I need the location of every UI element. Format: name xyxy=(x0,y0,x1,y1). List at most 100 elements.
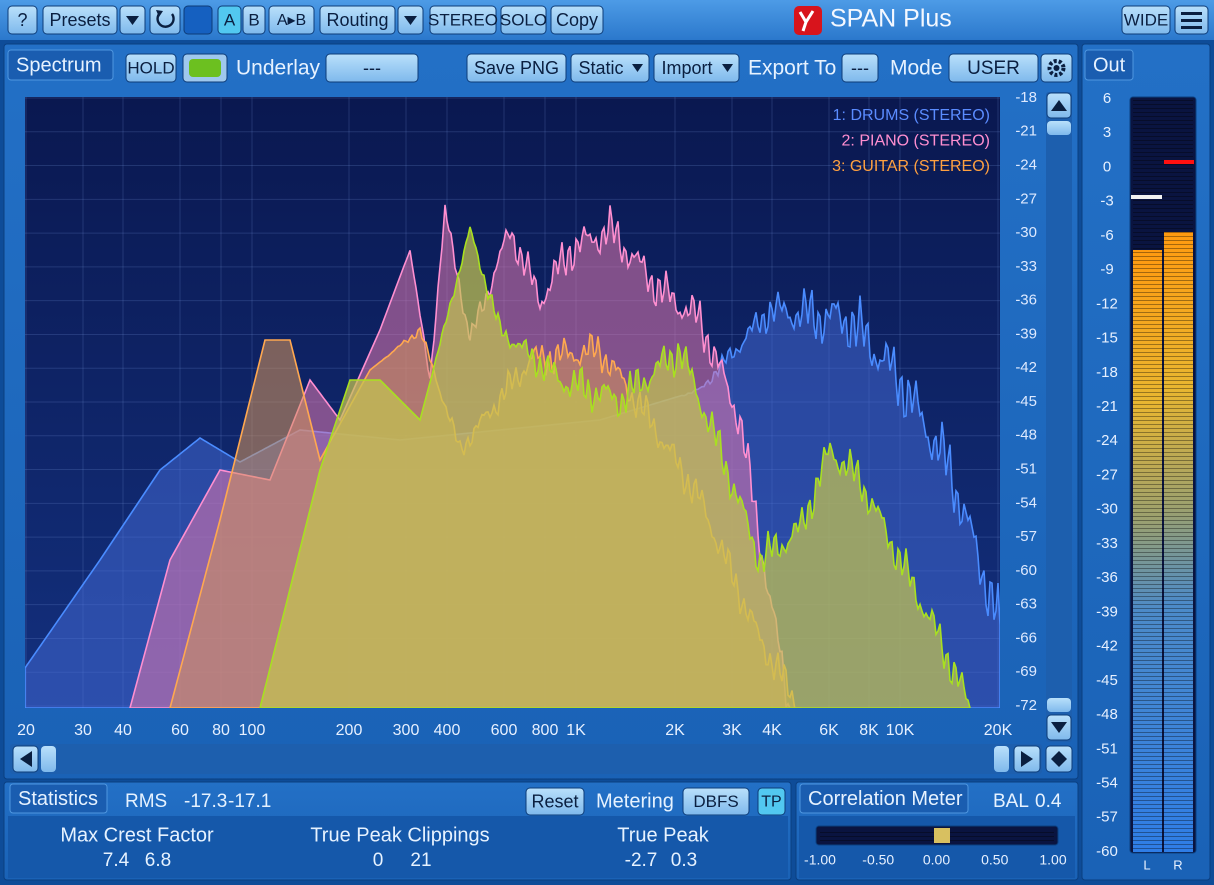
db-tick-label: -42 xyxy=(1015,359,1037,376)
balance-label: BAL xyxy=(993,791,1029,812)
presets-button[interactable] xyxy=(42,5,118,35)
static-select[interactable] xyxy=(570,53,650,83)
true-peak-right: 0.3 xyxy=(671,850,697,871)
db-tick-label: -51 xyxy=(1015,461,1037,478)
meter-tick-label: -57 xyxy=(1096,809,1118,826)
mode-select[interactable] xyxy=(948,53,1039,83)
scroll-up-icon xyxy=(1051,100,1067,111)
a-button[interactable] xyxy=(217,5,242,35)
clips-right: 21 xyxy=(410,850,431,871)
hold-toggle-led xyxy=(189,59,221,77)
undo-button[interactable] xyxy=(149,5,181,35)
state-button[interactable] xyxy=(183,5,213,35)
db-tick-label: -72 xyxy=(1015,697,1037,714)
presets-button-label: Presets xyxy=(49,10,110,30)
scroll-left-icon xyxy=(20,751,32,767)
freq-tick-label: 6K xyxy=(819,722,839,739)
scroll-thumb-right[interactable] xyxy=(994,746,1009,772)
app-title: SPAN Plus xyxy=(830,5,952,33)
db-tick-label: -21 xyxy=(1015,123,1037,140)
meter-tick-label: -51 xyxy=(1096,740,1118,757)
mode-select-label: USER xyxy=(967,58,1020,79)
menu-icon-line xyxy=(1181,12,1202,15)
menu-icon-line xyxy=(1181,26,1202,29)
reset-button[interactable] xyxy=(525,787,585,816)
static-select-label: Static xyxy=(578,58,623,78)
meter-segments xyxy=(1133,100,1193,852)
meter-tick-label: -15 xyxy=(1096,330,1118,347)
correlation-tab-label: Correlation Meter xyxy=(808,788,963,810)
rms-right: -17.1 xyxy=(228,791,271,812)
underlay-select-label: --- xyxy=(363,58,381,78)
save-png-button[interactable] xyxy=(466,53,567,83)
solo-button-label: SOLO xyxy=(500,10,547,29)
vertical-scroll-track xyxy=(1046,92,1072,742)
correlation-indicator xyxy=(934,828,950,843)
ab-button[interactable] xyxy=(268,5,315,35)
freq-tick-label: 600 xyxy=(491,722,518,739)
spectrum-tab[interactable] xyxy=(7,49,114,81)
scroll-thumb-bottom[interactable] xyxy=(1047,698,1071,712)
meter-tick-label: -39 xyxy=(1096,603,1118,620)
freq-tick-label: 300 xyxy=(393,722,420,739)
statistics-tab[interactable] xyxy=(9,783,108,814)
balance-value: 0.4 xyxy=(1035,791,1062,812)
meter-left-peak xyxy=(1131,195,1162,199)
correlation-tab[interactable] xyxy=(799,783,969,814)
correlation-tick-label: 0.00 xyxy=(923,852,950,868)
legend-entry[interactable]: 1: DRUMS (STEREO) xyxy=(833,107,990,124)
freq-tick-label: 3K xyxy=(722,722,742,739)
db-tick-label: -18 xyxy=(1015,89,1037,106)
meter-tick-label: 6 xyxy=(1103,90,1111,107)
routing-button[interactable] xyxy=(319,5,396,35)
meter-tick-label: -3 xyxy=(1100,193,1113,210)
correlation-tick-label: -1.00 xyxy=(804,852,836,868)
freq-tick-label: 20 xyxy=(17,722,35,739)
legend-entry[interactable]: 3: GUITAR (STEREO) xyxy=(832,158,990,175)
output-tab[interactable] xyxy=(1084,49,1134,81)
b-button[interactable] xyxy=(242,5,266,35)
db-tick-label: -48 xyxy=(1015,427,1037,444)
meter-tick-label: -45 xyxy=(1096,672,1118,689)
export-label: Export To xyxy=(748,57,836,80)
ab-button-label: A▸B xyxy=(277,12,306,29)
import-select-arrow xyxy=(722,64,733,72)
underlay-select[interactable] xyxy=(325,53,419,83)
crest-label: Max Crest Factor xyxy=(60,824,214,846)
bass-spectrum xyxy=(259,226,971,708)
settings-icon xyxy=(1047,59,1066,77)
routing-dropdown-arrow xyxy=(404,16,417,25)
a-button-label: A xyxy=(224,10,236,29)
wide-button-label: WIDE xyxy=(1124,10,1168,29)
export-select[interactable] xyxy=(841,53,879,83)
db-tick-label: -39 xyxy=(1015,325,1037,342)
freq-tick-label: 30 xyxy=(74,722,92,739)
import-select[interactable] xyxy=(653,53,740,83)
meter-tick-label: 0 xyxy=(1103,158,1111,175)
meter-tick-label: -6 xyxy=(1100,227,1113,244)
hold-button[interactable] xyxy=(125,53,177,83)
freq-tick-label: 400 xyxy=(434,722,461,739)
undo-icon-head xyxy=(156,10,163,17)
scroll-thumb-left[interactable] xyxy=(41,746,56,772)
correlation-tick-label: 0.50 xyxy=(981,852,1008,868)
stereo-button[interactable] xyxy=(429,5,497,35)
horizontal-scroll-track xyxy=(10,744,1042,774)
correlation-tick-label: -0.50 xyxy=(862,852,894,868)
meter-tick-label: -54 xyxy=(1096,775,1118,792)
scroll-thumb-top[interactable] xyxy=(1047,121,1071,135)
db-tick-label: -45 xyxy=(1015,393,1037,410)
b-button-label: B xyxy=(248,10,259,29)
legend-entry[interactable]: 2: PIANO (STEREO) xyxy=(842,133,990,150)
db-tick-label: -33 xyxy=(1015,258,1037,275)
metering-select[interactable] xyxy=(682,787,750,816)
copy-button[interactable] xyxy=(550,5,604,35)
meter-tick-label: -12 xyxy=(1096,295,1118,312)
true-peak-button[interactable] xyxy=(757,787,786,816)
scroll-down-icon xyxy=(1051,722,1067,733)
import-select-label: Import xyxy=(661,58,712,78)
wide-button[interactable] xyxy=(1121,5,1171,35)
solo-button[interactable] xyxy=(500,5,547,35)
help-button[interactable] xyxy=(7,5,38,35)
